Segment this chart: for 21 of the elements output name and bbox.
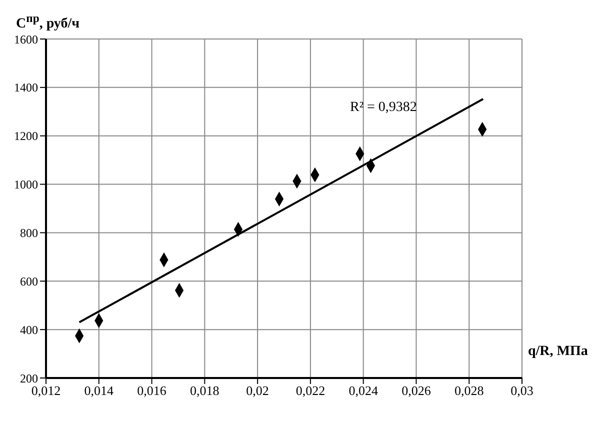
y-tick-label: 400 [20, 322, 38, 337]
y-tick-label: 1400 [14, 80, 38, 95]
x-tick-label: 0,022 [296, 383, 326, 398]
y-tick-label: 800 [20, 226, 38, 240]
x-axis-title: q/R, МПа [528, 344, 588, 360]
x-tick-label: 0,014 [84, 383, 114, 398]
x-tick-label: 0,02 [246, 383, 269, 398]
x-tick-label: 0,024 [348, 383, 378, 398]
y-tick-label: 200 [20, 371, 38, 386]
x-tick-label: 0,018 [190, 383, 220, 398]
y-tick-label: 600 [20, 274, 38, 288]
x-tick-label: 0,026 [402, 383, 432, 398]
y-tick-label: 1000 [14, 178, 38, 192]
y-axis-title: C$^{пр}$, руб/ч [16, 12, 80, 33]
annotation: R² = 0,9382 [350, 100, 417, 116]
x-tick-label: 0,016 [137, 383, 167, 398]
x-tick-label: 0,03 [510, 383, 534, 398]
x-tick-label: 0,028 [454, 383, 484, 398]
y-tick-label: 1200 [14, 129, 38, 144]
x-tick-label: 0,012 [31, 383, 61, 398]
y-tick-label: 1600 [14, 32, 38, 46]
